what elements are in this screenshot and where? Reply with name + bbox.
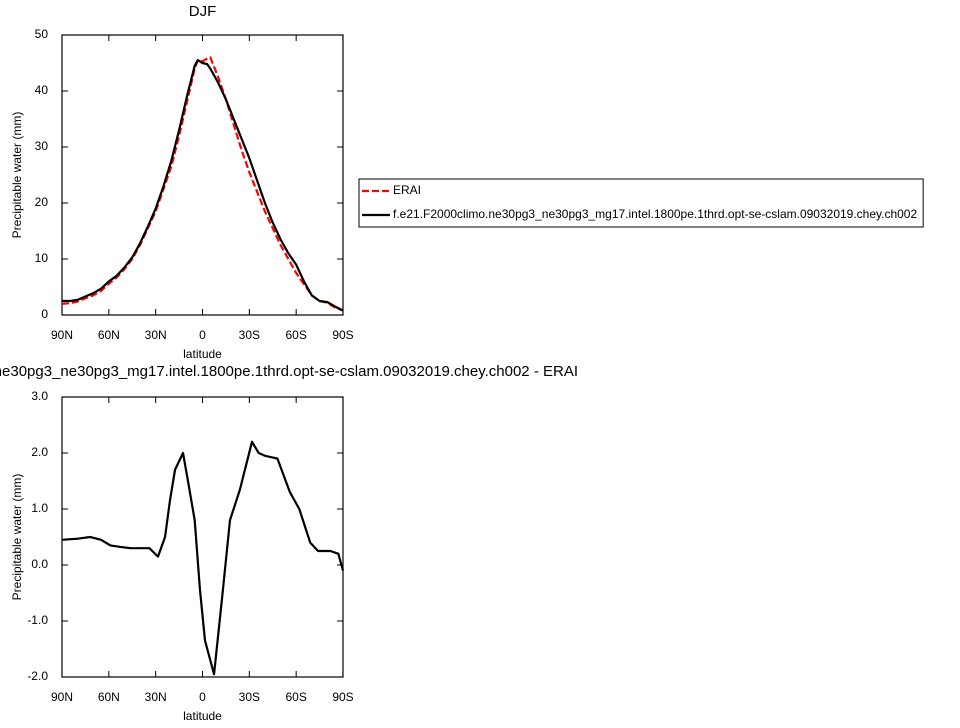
x-axis-label: latitude bbox=[183, 709, 222, 723]
x-tick-label: 0 bbox=[199, 690, 206, 704]
x-tick-label: 30N bbox=[145, 690, 167, 704]
y-tick-label: 2.0 bbox=[31, 445, 48, 459]
x-tick-label: 0 bbox=[199, 328, 206, 342]
x-tick-label: 30S bbox=[239, 690, 260, 704]
x-tick-label: 60S bbox=[285, 328, 306, 342]
y-tick-label: -2.0 bbox=[27, 669, 48, 683]
data-line bbox=[62, 59, 344, 312]
x-tick-label: 30N bbox=[145, 328, 167, 342]
x-tick-label: 90N bbox=[51, 328, 73, 342]
y-tick-label: 0 bbox=[41, 307, 48, 321]
data-line bbox=[61, 440, 345, 676]
y-tick-label: 20 bbox=[35, 195, 49, 209]
y-tick-label: 40 bbox=[35, 83, 49, 97]
legend: ERAI f.e21.F2000climo.ne30pg3_ne30pg3_mg1… bbox=[358, 178, 924, 228]
legend-label: ERAI bbox=[393, 183, 421, 197]
legend-frame bbox=[358, 178, 924, 228]
x-tick-label: 30S bbox=[239, 328, 260, 342]
plot-frame bbox=[61, 396, 344, 678]
y-axis-label: Precipitable water (mm) bbox=[10, 112, 24, 239]
y-tick-label: -1.0 bbox=[27, 613, 48, 627]
y-tick-label: 0.0 bbox=[31, 557, 48, 571]
x-tick-label: 90S bbox=[332, 690, 353, 704]
data-line bbox=[61, 56, 344, 312]
x-tick-label: 90S bbox=[332, 328, 353, 342]
y-axis-label: Precipitable water (mm) bbox=[10, 474, 24, 601]
y-tick-label: 30 bbox=[35, 139, 49, 153]
y-tick-label: 1.0 bbox=[31, 501, 48, 515]
y-tick-label: 50 bbox=[35, 27, 49, 41]
y-tick-label: 3.0 bbox=[31, 389, 48, 403]
chart-title: f.e21.F2000climo.ne30pg3_ne30pg3_mg17.in… bbox=[0, 363, 578, 380]
x-tick-label: 60S bbox=[285, 690, 306, 704]
legend-label: f.e21.F2000climo.ne30pg3_ne30pg3_mg17.in… bbox=[393, 207, 917, 221]
chart-title: DJF bbox=[189, 3, 217, 20]
x-tick-label: 60N bbox=[98, 690, 120, 704]
x-tick-label: 60N bbox=[98, 328, 120, 342]
x-axis-label: latitude bbox=[183, 347, 222, 361]
x-tick-label: 90N bbox=[51, 690, 73, 704]
y-tick-label: 10 bbox=[35, 251, 49, 265]
